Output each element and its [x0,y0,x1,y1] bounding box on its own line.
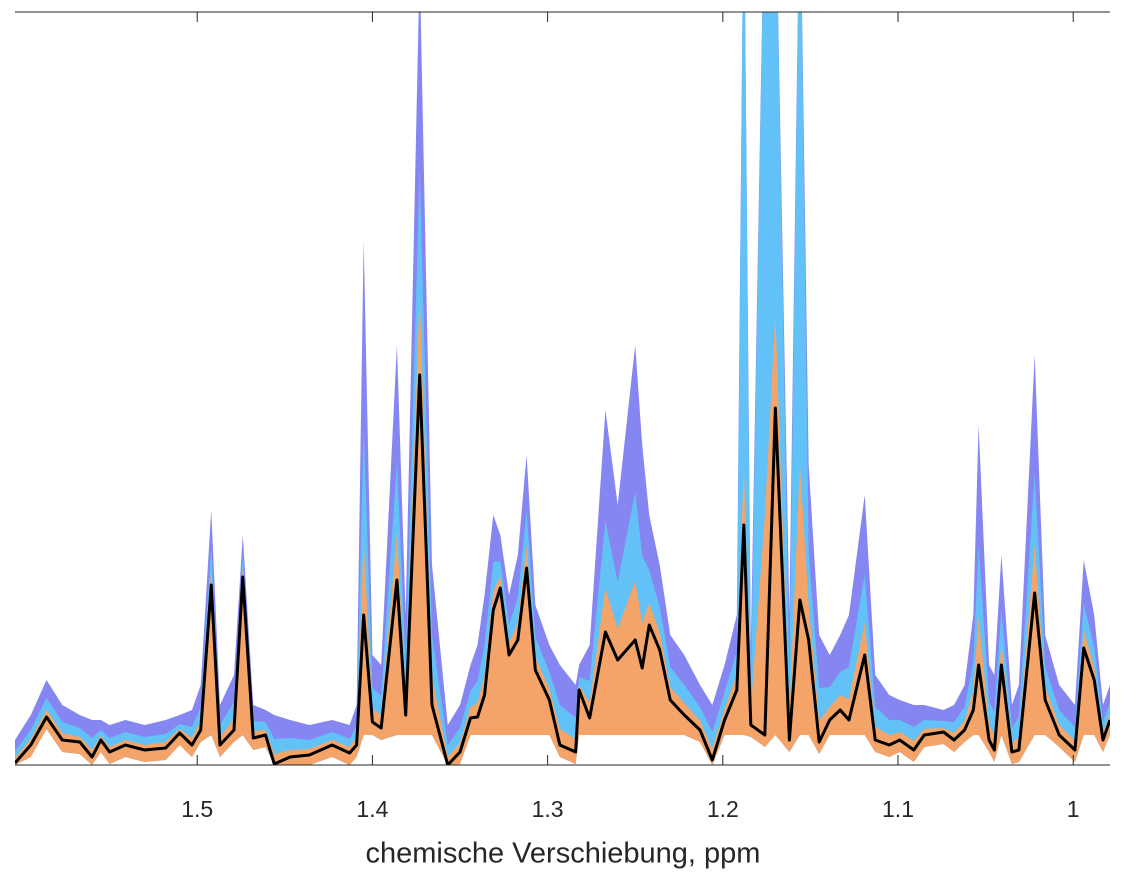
median-line [15,373,1110,765]
quantile-band [15,12,1110,765]
plot-area [15,12,1110,765]
quantile-band [15,12,1110,765]
x-tick-label: 1.2 [707,796,739,822]
quantile-band [15,293,1110,765]
x-axis-label: chemische Verschiebung, ppm [366,838,761,870]
x-tick-label: 1.1 [882,796,914,822]
x-tick-label: 1.5 [181,796,213,822]
x-tick-label: 1 [1067,796,1080,822]
x-tick-label: 1.4 [356,796,388,822]
x-tick-label: 1.3 [532,796,564,822]
